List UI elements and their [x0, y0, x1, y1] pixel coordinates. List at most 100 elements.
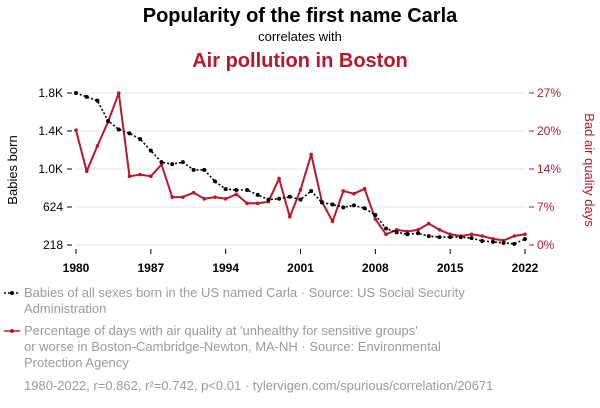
- data-point-carla: [74, 91, 78, 95]
- data-point-carla: [138, 137, 143, 142]
- y-tick-left: 1.0K: [38, 162, 63, 176]
- x-tick-label: 2001: [287, 261, 314, 275]
- series-line-air-pollution: [75, 92, 526, 242]
- data-point-carla: [159, 160, 164, 165]
- data-point-air-pollution: [373, 217, 378, 221]
- data-point-air-pollution: [245, 201, 249, 206]
- y-axis-right: 0% 7% 14% 20% 27%: [529, 86, 561, 252]
- data-point-carla: [362, 206, 367, 211]
- data-point-air-pollution: [202, 197, 207, 201]
- data-point-air-pollution: [416, 228, 420, 232]
- x-tick-label: 2015: [437, 261, 464, 275]
- data-point-carla: [84, 94, 89, 99]
- chart-title: Popularity of the first name Carla: [143, 5, 458, 27]
- data-point-carla: [490, 239, 495, 244]
- data-point-air-pollution: [480, 234, 485, 238]
- data-point-air-pollution: [330, 219, 335, 224]
- data-point-carla: [394, 230, 399, 235]
- data-point-air-pollution: [362, 186, 367, 191]
- data-point-air-pollution: [384, 232, 388, 237]
- legend-item-air: Percentage of days with air quality at '…: [4, 323, 441, 370]
- data-point-carla: [223, 187, 228, 192]
- data-point-carla: [437, 235, 442, 240]
- data-point-carla: [266, 197, 271, 202]
- data-point-carla: [426, 234, 431, 239]
- y-tick-right: 7%: [537, 200, 555, 214]
- data-point-carla: [458, 235, 463, 240]
- data-point-air-pollution: [255, 201, 260, 206]
- data-point-air-pollution: [84, 169, 89, 174]
- data-point-carla: [330, 202, 335, 207]
- data-point-carla: [170, 162, 175, 167]
- data-point-air-pollution: [277, 176, 281, 181]
- data-point-air-pollution: [138, 172, 142, 177]
- data-point-air-pollution: [288, 215, 292, 219]
- data-point-air-pollution: [491, 237, 495, 241]
- legend-text-air-2: or worse in Boston-Cambridge-Newton, MA-…: [24, 339, 441, 354]
- y-tick-left: 218: [43, 238, 63, 252]
- y-tick-right: 27%: [537, 86, 561, 100]
- data-point-air-pollution: [405, 229, 410, 234]
- data-point-carla: [234, 188, 239, 193]
- data-point-carla: [116, 127, 121, 132]
- data-point-carla: [469, 236, 474, 241]
- data-point-air-pollution: [469, 232, 474, 237]
- data-point-carla: [277, 196, 282, 201]
- data-point-carla: [351, 203, 356, 208]
- data-point-carla: [148, 148, 153, 153]
- series-carla: [74, 91, 527, 246]
- data-point-air-pollution: [448, 232, 452, 237]
- y-axis-right-label: Bad air quality days: [582, 113, 597, 227]
- data-point-air-pollution: [512, 234, 517, 238]
- data-point-carla: [405, 232, 410, 237]
- legend-item-carla: Babies of all sexes born in the US named…: [4, 285, 465, 316]
- legend-marker-carla: [10, 291, 14, 295]
- data-point-air-pollution: [341, 189, 346, 193]
- x-axis: 1980 1987 1994 2001 2008 2015 2022: [63, 249, 539, 275]
- data-point-air-pollution: [213, 195, 217, 199]
- y-tick-left: 1.4K: [38, 124, 63, 138]
- data-point-carla: [212, 179, 217, 184]
- x-tick-label: 1994: [212, 261, 239, 275]
- data-point-carla: [341, 205, 346, 210]
- y-tick-left: 1.8K: [38, 86, 63, 100]
- data-point-carla: [245, 188, 250, 193]
- data-point-carla: [202, 167, 207, 172]
- chart-title-2: Air pollution in Boston: [192, 50, 408, 72]
- data-point-carla: [106, 118, 111, 123]
- data-point-air-pollution: [352, 191, 356, 196]
- data-point-air-pollution: [426, 221, 431, 226]
- data-point-air-pollution: [181, 195, 185, 199]
- y-tick-right: 14%: [537, 162, 561, 176]
- data-point-air-pollution: [127, 174, 132, 179]
- data-point-air-pollution: [523, 232, 527, 237]
- chart-subtitle: correlates with: [258, 29, 342, 44]
- data-point-air-pollution: [95, 144, 100, 148]
- x-tick-label: 1987: [137, 261, 164, 275]
- y-tick-right: 20%: [537, 124, 561, 138]
- data-point-carla: [309, 189, 314, 194]
- data-point-carla: [255, 192, 260, 197]
- y-tick-right: 0%: [537, 238, 555, 252]
- data-point-air-pollution: [170, 195, 175, 199]
- data-point-carla: [373, 213, 378, 218]
- data-point-carla: [416, 231, 421, 236]
- series-air-pollution: [74, 91, 527, 243]
- legend-text-carla-1: Babies of all sexes born in the US named…: [24, 285, 465, 300]
- legend-text-air-1: Percentage of days with air quality at '…: [24, 323, 418, 338]
- data-point-carla: [512, 241, 517, 246]
- gridlines: [76, 92, 525, 246]
- footer-stats: 1980-2022, r=0.862, r²=0.742, p<0.01 · t…: [24, 378, 493, 393]
- data-point-air-pollution: [437, 228, 442, 232]
- data-point-carla: [287, 194, 292, 199]
- legend-text-air-3: Protection Agency: [24, 355, 129, 370]
- x-tick-label: 2022: [512, 261, 539, 275]
- data-point-carla: [191, 167, 196, 172]
- data-point-air-pollution: [298, 188, 303, 192]
- legend-text-carla-2: Administration: [24, 301, 106, 316]
- data-point-air-pollution: [74, 128, 78, 132]
- data-point-air-pollution: [234, 192, 239, 197]
- data-point-carla: [127, 131, 132, 136]
- x-tick-label: 1980: [63, 261, 90, 275]
